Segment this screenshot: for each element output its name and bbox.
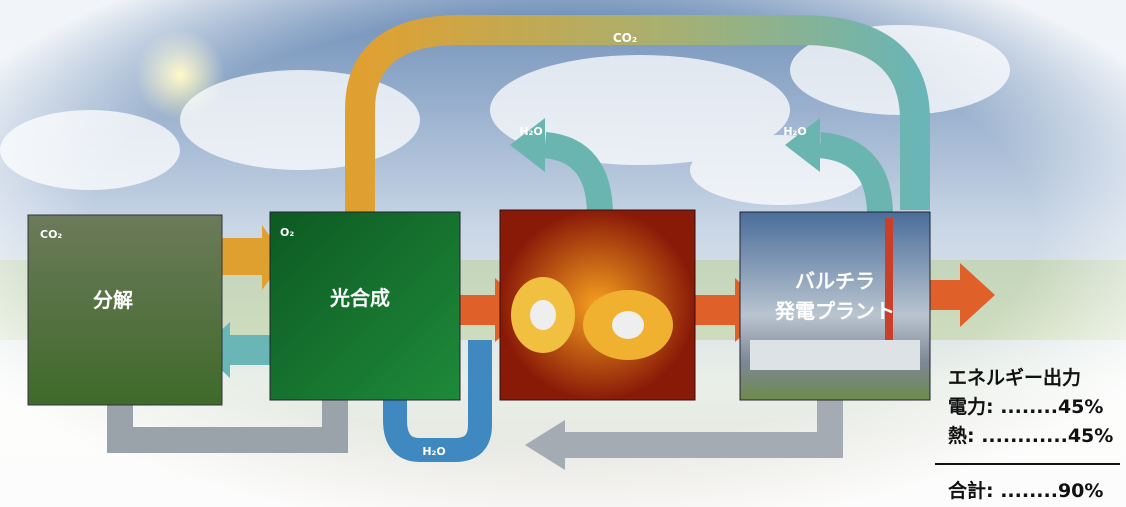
return-arrow	[560, 400, 843, 458]
co2-arrow	[222, 225, 285, 290]
panel-label: 光合成	[329, 286, 390, 310]
energy-total: 合計: ........90%	[948, 479, 1103, 502]
energy-row: 熱: ............45%	[948, 424, 1113, 447]
panel-label: 発電プラント	[774, 299, 895, 323]
panel-corner-label: O₂	[280, 226, 294, 239]
h2o-label: H₂O	[519, 125, 542, 138]
fruit-slices	[511, 277, 673, 360]
building	[750, 340, 920, 370]
panel-corner-label: CO₂	[40, 228, 62, 241]
co2-label: CO₂	[613, 31, 637, 45]
panel-photosynthesis	[269, 211, 461, 401]
arrow-head	[510, 118, 545, 172]
energy-title: エネルギー出力	[948, 366, 1081, 389]
arrow-head	[525, 420, 565, 470]
co2-arc	[345, 15, 930, 230]
h2o-arrow	[543, 132, 613, 216]
return-arrow	[107, 385, 348, 453]
h2o-label: H₂O	[783, 125, 806, 138]
chimney	[885, 218, 893, 353]
panel-label: 分解	[93, 288, 133, 312]
energy-row: 電力: ........45%	[948, 395, 1103, 418]
h2o-label: H₂O	[422, 445, 445, 458]
arrow-head	[785, 118, 820, 172]
flow-arrow	[930, 263, 995, 327]
panel-label: バルチラ	[795, 269, 875, 293]
h2o-arrow	[383, 340, 492, 462]
h2o-arrow	[818, 132, 893, 216]
panel-decomposition	[27, 214, 223, 406]
